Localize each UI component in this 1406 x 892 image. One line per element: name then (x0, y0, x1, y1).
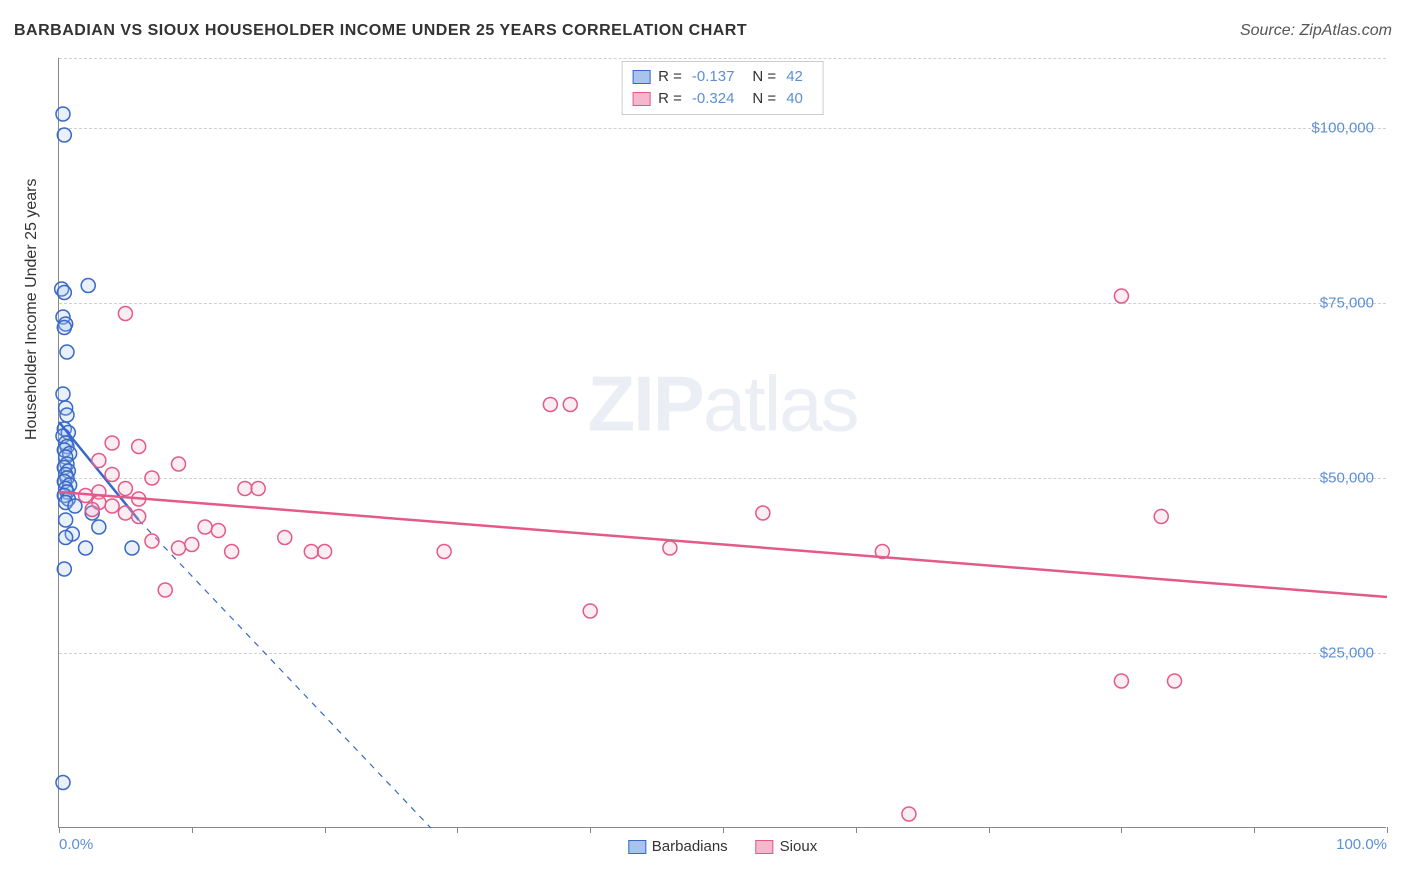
y-axis-label: Householder Income Under 25 years (23, 179, 41, 440)
x-tick (457, 827, 458, 833)
scatter-point (902, 807, 916, 821)
scatter-point (56, 776, 70, 790)
x-tick-label: 100.0% (1336, 836, 1387, 853)
scatter-point (105, 436, 119, 450)
chart-title: BARBADIAN VS SIOUX HOUSEHOLDER INCOME UN… (14, 22, 747, 40)
scatter-point (1114, 674, 1128, 688)
scatter-point (543, 398, 557, 412)
legend-row-barbadians: R = -0.137 N = 42 (632, 66, 813, 88)
scatter-point (81, 279, 95, 293)
x-tick (59, 827, 60, 833)
scatter-point (59, 531, 73, 545)
scatter-point (92, 454, 106, 468)
legend-label: Sioux (780, 838, 818, 855)
scatter-point (105, 468, 119, 482)
scatter-point (563, 398, 577, 412)
scatter-point (318, 545, 332, 559)
scatter-point (278, 531, 292, 545)
scatter-point (68, 499, 82, 513)
scatter-point (132, 510, 146, 524)
swatch-icon (628, 840, 646, 854)
legend-item: Barbadians (628, 838, 728, 855)
chart-container: BARBADIAN VS SIOUX HOUSEHOLDER INCOME UN… (0, 0, 1406, 892)
swatch-icon (756, 840, 774, 854)
scatter-point (105, 499, 119, 513)
x-tick (989, 827, 990, 833)
scatter-point (198, 520, 212, 534)
scatter-point (145, 471, 159, 485)
scatter-point (56, 107, 70, 121)
scatter-point (60, 345, 74, 359)
x-tick (1254, 827, 1255, 833)
scatter-point (172, 457, 186, 471)
scatter-point (118, 506, 132, 520)
x-tick (590, 827, 591, 833)
chart-svg (59, 58, 1386, 827)
scatter-point (304, 545, 318, 559)
x-tick (325, 827, 326, 833)
scatter-point (158, 583, 172, 597)
scatter-point (57, 128, 71, 142)
scatter-point (92, 520, 106, 534)
scatter-point (756, 506, 770, 520)
scatter-point (85, 503, 99, 517)
x-tick (1387, 827, 1388, 833)
trend-line (59, 492, 1387, 597)
swatch-icon (632, 70, 650, 84)
scatter-point (225, 545, 239, 559)
x-tick (192, 827, 193, 833)
scatter-point (185, 538, 199, 552)
x-tick (856, 827, 857, 833)
scatter-point (57, 562, 71, 576)
scatter-point (125, 541, 139, 555)
scatter-point (118, 482, 132, 496)
plot-area: ZIPatlas $25,000$50,000$75,000$100,000 0… (58, 58, 1386, 828)
series-legend: Barbadians Sioux (628, 838, 817, 855)
n-value: 42 (786, 66, 803, 88)
scatter-point (1114, 289, 1128, 303)
scatter-point (663, 541, 677, 555)
scatter-point (583, 604, 597, 618)
x-tick (723, 827, 724, 833)
legend-row-sioux: R = -0.324 N = 40 (632, 88, 813, 110)
x-tick-label: 0.0% (59, 836, 93, 853)
scatter-point (172, 541, 186, 555)
scatter-point (1154, 510, 1168, 524)
scatter-point (79, 541, 93, 555)
r-value: -0.137 (692, 66, 735, 88)
scatter-point (132, 440, 146, 454)
n-value: 40 (786, 88, 803, 110)
scatter-point (1168, 674, 1182, 688)
header: BARBADIAN VS SIOUX HOUSEHOLDER INCOME UN… (14, 22, 1392, 40)
correlation-legend: R = -0.137 N = 42 R = -0.324 N = 40 (621, 61, 824, 115)
legend-label: Barbadians (652, 838, 728, 855)
swatch-icon (632, 92, 650, 106)
legend-item: Sioux (756, 838, 818, 855)
scatter-point (238, 482, 252, 496)
scatter-point (118, 307, 132, 321)
x-tick (1121, 827, 1122, 833)
scatter-point (59, 513, 73, 527)
scatter-point (145, 534, 159, 548)
scatter-point (60, 408, 74, 422)
scatter-point (56, 387, 70, 401)
source-label: Source: ZipAtlas.com (1240, 22, 1392, 40)
trend-line-extrapolated (139, 520, 431, 828)
r-value: -0.324 (692, 88, 735, 110)
scatter-point (57, 321, 71, 335)
scatter-point (57, 286, 71, 300)
scatter-point (251, 482, 265, 496)
scatter-point (211, 524, 225, 538)
scatter-point (437, 545, 451, 559)
